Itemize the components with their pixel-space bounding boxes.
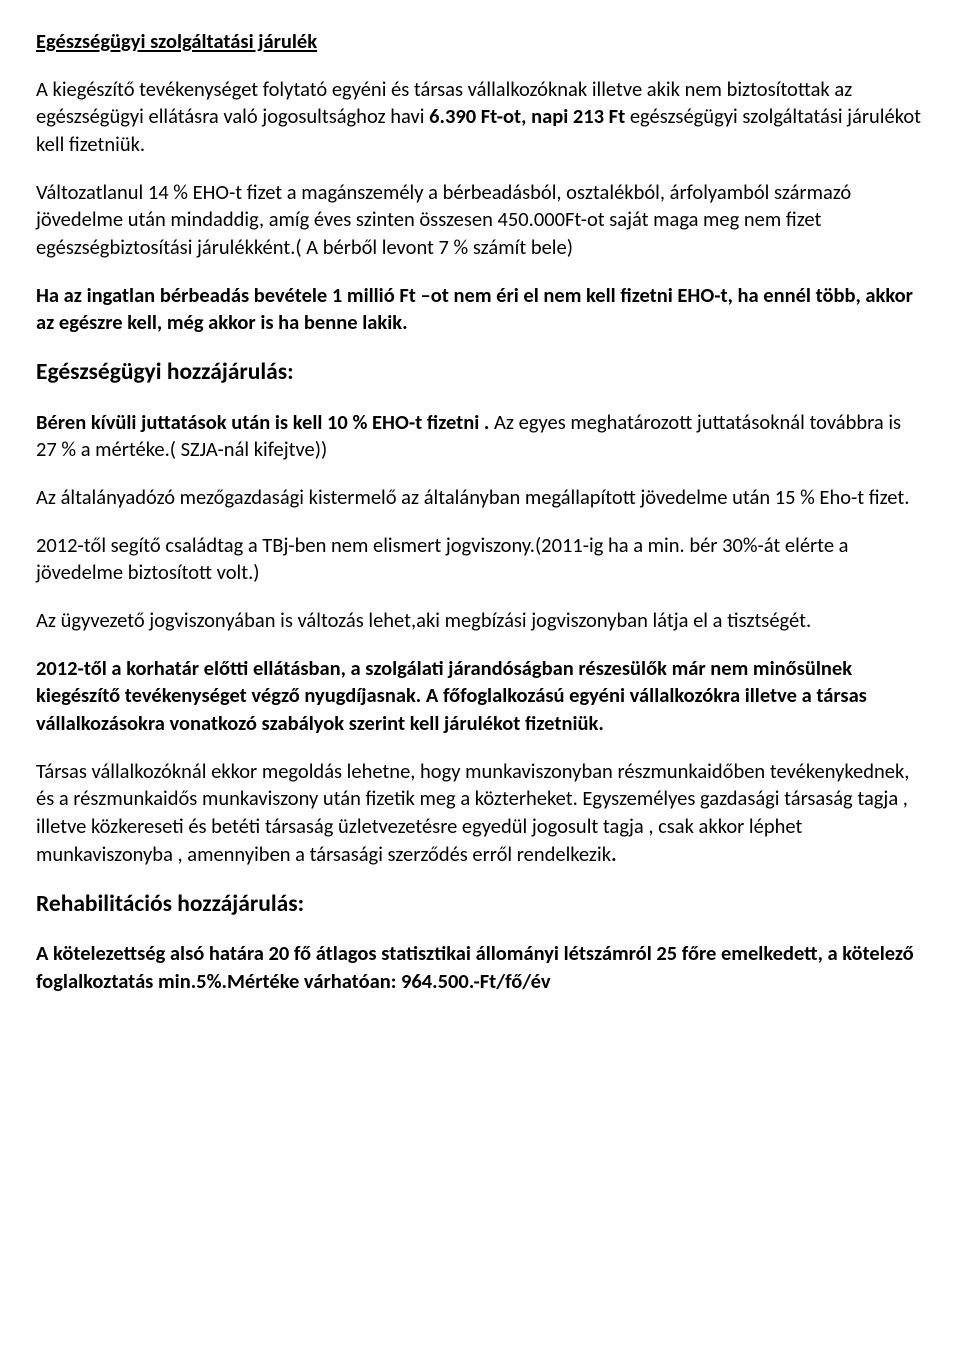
p1-part-b: 6.390 Ft-ot, napi 213 Ft bbox=[429, 103, 625, 129]
p9-body: Társas vállalkozóknál ekkor megoldás leh… bbox=[36, 758, 909, 867]
p4-part-a: Béren kívüli juttatások után is kell 10 … bbox=[36, 409, 494, 435]
paragraph-9: Társas vállalkozóknál ekkor megoldás leh… bbox=[36, 758, 924, 869]
paragraph-3: Ha az ingatlan bérbeadás bevétele 1 mill… bbox=[36, 282, 924, 337]
paragraph-1: A kiegészítő tevékenységet folytató egyé… bbox=[36, 76, 924, 159]
paragraph-4: Béren kívüli juttatások után is kell 10 … bbox=[36, 409, 924, 464]
paragraph-6: 2012-től segítő családtag a TBj-ben nem … bbox=[36, 532, 924, 587]
paragraph-2: Változatlanul 14 % EHO-t fizet a magánsz… bbox=[36, 179, 924, 262]
paragraph-10: A kötelezettség alsó határa 20 fő átlago… bbox=[36, 940, 924, 995]
p9-dot: . bbox=[611, 841, 616, 867]
section-heading-1: Egészségügyi szolgáltatási járulék bbox=[36, 28, 924, 56]
paragraph-8: 2012-től a korhatár előtti ellátásban, a… bbox=[36, 655, 924, 738]
paragraph-5: Az általányadózó mezőgazdasági kistermel… bbox=[36, 484, 924, 512]
section-heading-3: Rehabilitációs hozzájárulás: bbox=[36, 889, 924, 921]
paragraph-7: Az ügyvezető jogviszonyában is változás … bbox=[36, 607, 924, 635]
section-heading-2: Egészségügyi hozzájárulás: bbox=[36, 357, 924, 389]
